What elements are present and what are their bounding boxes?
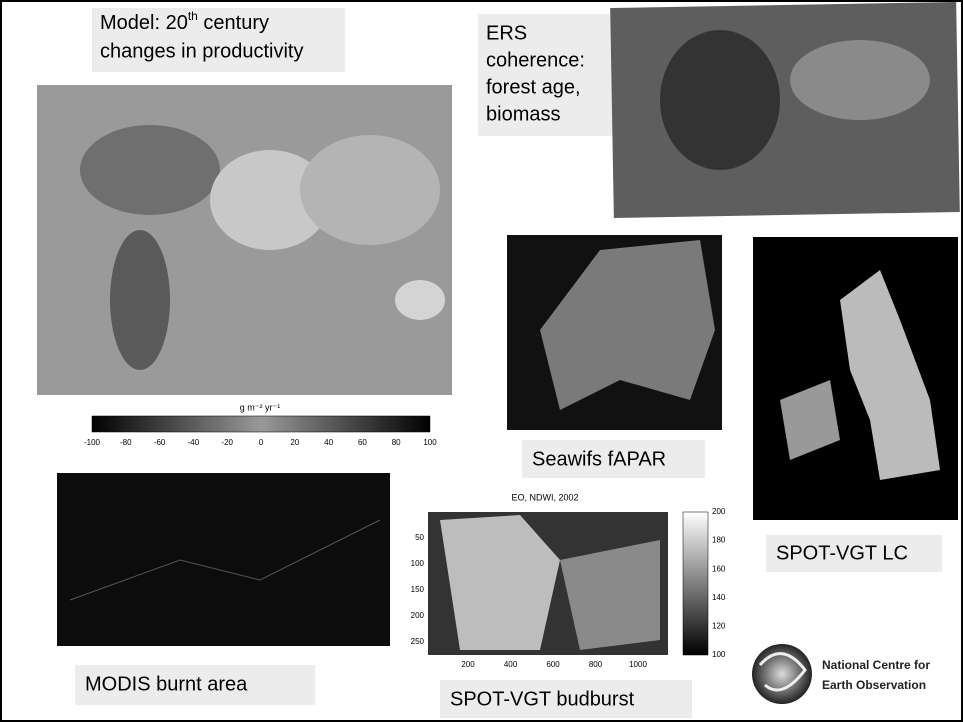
plot-title: EO, NDWI, 2002 xyxy=(511,492,578,502)
budburst-label: SPOT-VGT budburst xyxy=(450,688,635,710)
image-detail xyxy=(395,280,445,320)
y-tick-label: 200 xyxy=(411,611,425,620)
x-tick-label: 400 xyxy=(504,660,518,669)
y-tick-label: 50 xyxy=(415,533,424,542)
colorbar-tick-label: 80 xyxy=(392,438,401,447)
ers-label: coherence: xyxy=(486,49,585,71)
seawifs-label: Seawifs fAPAR xyxy=(532,448,666,470)
colorbar-tick-label: 60 xyxy=(358,438,367,447)
colorbar-tick-label: 100 xyxy=(423,438,437,447)
y-tick-label: 250 xyxy=(411,637,425,646)
image-detail xyxy=(110,230,170,370)
logo-text: National Centre for xyxy=(822,658,930,672)
colorbar-tick-label: 140 xyxy=(712,593,726,602)
colorbar-tick-label: -80 xyxy=(120,438,132,447)
text: Model: 20 xyxy=(100,12,188,34)
model-title: changes in productivity xyxy=(100,40,303,62)
colorbar xyxy=(92,416,430,432)
image-detail xyxy=(660,30,780,170)
ers-label: forest age, xyxy=(486,76,581,98)
image-detail xyxy=(80,125,220,215)
image-detail xyxy=(300,135,440,245)
colorbar-tick-label: 120 xyxy=(712,622,726,631)
colorbar-tick-label: 200 xyxy=(712,507,726,516)
y-tick-label: 100 xyxy=(411,559,425,568)
model-title: Model: 20th century xyxy=(100,9,269,34)
colorbar-tick-label: 40 xyxy=(324,438,333,447)
colorbar-tick-label: -40 xyxy=(188,438,200,447)
colorbar-tick-label: 100 xyxy=(712,650,726,659)
colorbar-tick-label: -60 xyxy=(154,438,166,447)
text: century xyxy=(198,12,269,34)
colorbar-tick-label: -100 xyxy=(84,438,101,447)
colorbar-unit: g m⁻² yr⁻¹ xyxy=(240,402,281,412)
ers-label: ERS xyxy=(486,22,527,44)
slide: Model: 20th century changes in productiv… xyxy=(0,0,963,722)
text: th xyxy=(188,9,198,23)
ers-label: biomass xyxy=(486,103,560,125)
colorbar-tick-label: 160 xyxy=(712,564,726,573)
x-tick-label: 800 xyxy=(589,660,603,669)
colorbar-tick-label: -20 xyxy=(221,438,233,447)
y-tick-label: 150 xyxy=(411,585,425,594)
colorbar-tick-label: 180 xyxy=(712,536,726,545)
x-tick-label: 1000 xyxy=(629,660,647,669)
x-tick-label: 600 xyxy=(546,660,560,669)
image-detail xyxy=(790,40,930,120)
modis-image xyxy=(57,473,390,646)
x-tick-label: 200 xyxy=(461,660,475,669)
modis-label: MODIS burnt area xyxy=(85,673,248,695)
colorbar-tick-label: 0 xyxy=(259,438,264,447)
colorbar xyxy=(683,512,708,655)
logo-text: Earth Observation xyxy=(822,678,926,692)
colorbar-tick-label: 20 xyxy=(290,438,299,447)
spot-lc-label: SPOT-VGT LC xyxy=(776,542,908,564)
